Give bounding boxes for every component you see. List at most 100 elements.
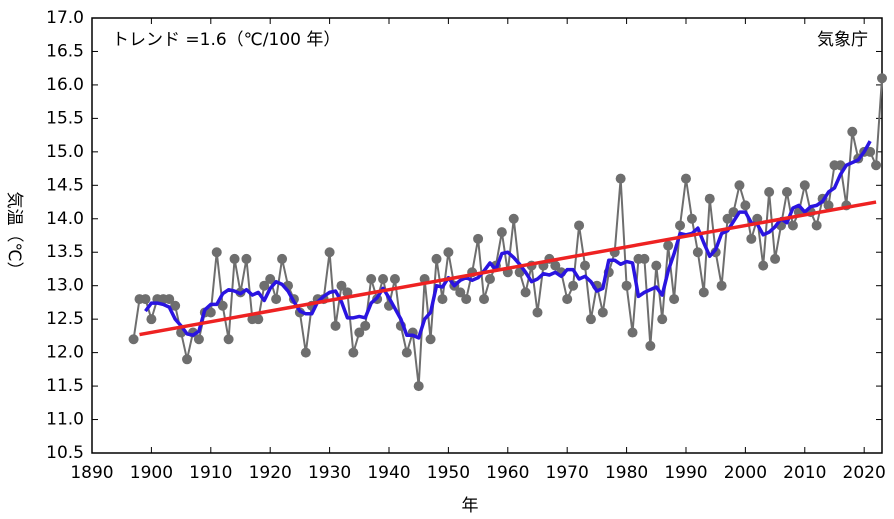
data-point [787, 220, 798, 231]
y-tick-label: 11.0 [46, 410, 84, 430]
data-point [484, 274, 495, 284]
data-point [740, 200, 751, 211]
y-axis-label: 気温（℃） [4, 191, 24, 278]
data-point [871, 160, 882, 171]
data-point [734, 180, 745, 191]
data-point [704, 193, 715, 204]
data-point [508, 213, 519, 224]
data-point [413, 381, 424, 392]
data-point [473, 233, 484, 244]
data-point [651, 260, 662, 271]
data-point [193, 334, 204, 345]
data-point [847, 126, 858, 137]
data-point [241, 253, 252, 264]
data-point [455, 287, 466, 298]
data-point [585, 314, 596, 325]
y-tick-label: 12.0 [46, 343, 84, 363]
x-tick-label: 2000 [724, 463, 767, 483]
data-point [348, 347, 359, 358]
data-point [336, 280, 347, 291]
data-point [764, 187, 775, 197]
y-tick-label: 17.0 [46, 8, 84, 28]
x-tick-label: 1920 [249, 463, 292, 483]
x-axis-label: 年 [462, 496, 479, 516]
data-point [615, 173, 626, 184]
data-point [253, 314, 264, 325]
data-point [597, 307, 608, 318]
chart-title: トレンド =1.6（℃/100 年） [112, 30, 340, 50]
data-point [360, 320, 371, 331]
x-tick-label: 1940 [367, 463, 410, 483]
data-point [686, 213, 697, 224]
data-point [562, 294, 573, 305]
data-point [342, 287, 353, 298]
x-tick-label: 1950 [427, 463, 470, 483]
y-tick-label: 15.0 [46, 142, 84, 162]
data-point [271, 294, 282, 305]
data-point [128, 334, 139, 345]
data-point [277, 253, 288, 264]
y-tick-label: 12.5 [46, 309, 84, 329]
data-point [675, 220, 686, 231]
x-tick-label: 2010 [783, 463, 826, 483]
data-point [770, 253, 781, 264]
data-point [574, 220, 585, 231]
data-point [568, 280, 579, 291]
data-point [580, 260, 591, 271]
data-point [781, 187, 792, 197]
data-point [698, 287, 709, 298]
data-point [378, 274, 389, 284]
series-line [144, 140, 872, 340]
data-point [300, 347, 311, 358]
data-point [366, 274, 377, 284]
data-point [663, 240, 674, 251]
data-point [443, 247, 454, 258]
y-tick-label: 15.5 [46, 108, 84, 128]
data-point [746, 233, 757, 244]
y-tick-label: 10.5 [46, 443, 84, 463]
data-point [437, 294, 448, 305]
data-point [205, 307, 216, 318]
data-point [431, 253, 442, 264]
data-point [657, 314, 668, 325]
data-point [645, 340, 656, 351]
y-tick-label: 14.5 [46, 175, 84, 195]
series-line [139, 200, 877, 337]
y-tick-label: 11.5 [46, 376, 84, 396]
data-point [401, 347, 412, 358]
y-tick-label: 13.5 [46, 242, 84, 262]
x-tick-label: 1900 [130, 463, 173, 483]
data-point [259, 280, 270, 291]
data-point [461, 294, 472, 305]
data-point [627, 327, 638, 338]
data-point [324, 247, 335, 258]
data-point [550, 260, 561, 271]
data-point [811, 220, 822, 231]
data-point [211, 247, 222, 258]
y-tick-label: 16.0 [46, 75, 84, 95]
data-point [680, 173, 691, 184]
data-point [170, 300, 181, 311]
data-point [182, 354, 193, 365]
data-point [669, 294, 680, 305]
x-tick-label: 1910 [189, 463, 232, 483]
data-point [265, 274, 276, 284]
x-tick-label: 2020 [843, 463, 886, 483]
data-point [425, 334, 436, 345]
annotation: 気象庁 [817, 30, 868, 50]
data-point [164, 294, 175, 305]
data-point [799, 180, 810, 191]
x-tick-label: 1980 [605, 463, 648, 483]
data-point [496, 227, 507, 238]
data-point [229, 253, 240, 264]
x-tick-label: 1960 [486, 463, 529, 483]
data-point [532, 307, 543, 318]
y-tick-label: 13.0 [46, 276, 84, 296]
data-point [823, 200, 834, 211]
x-tick-label: 1970 [546, 463, 589, 483]
x-tick-label: 1930 [308, 463, 351, 483]
x-tick-label: 1990 [664, 463, 707, 483]
data-point [520, 287, 531, 298]
